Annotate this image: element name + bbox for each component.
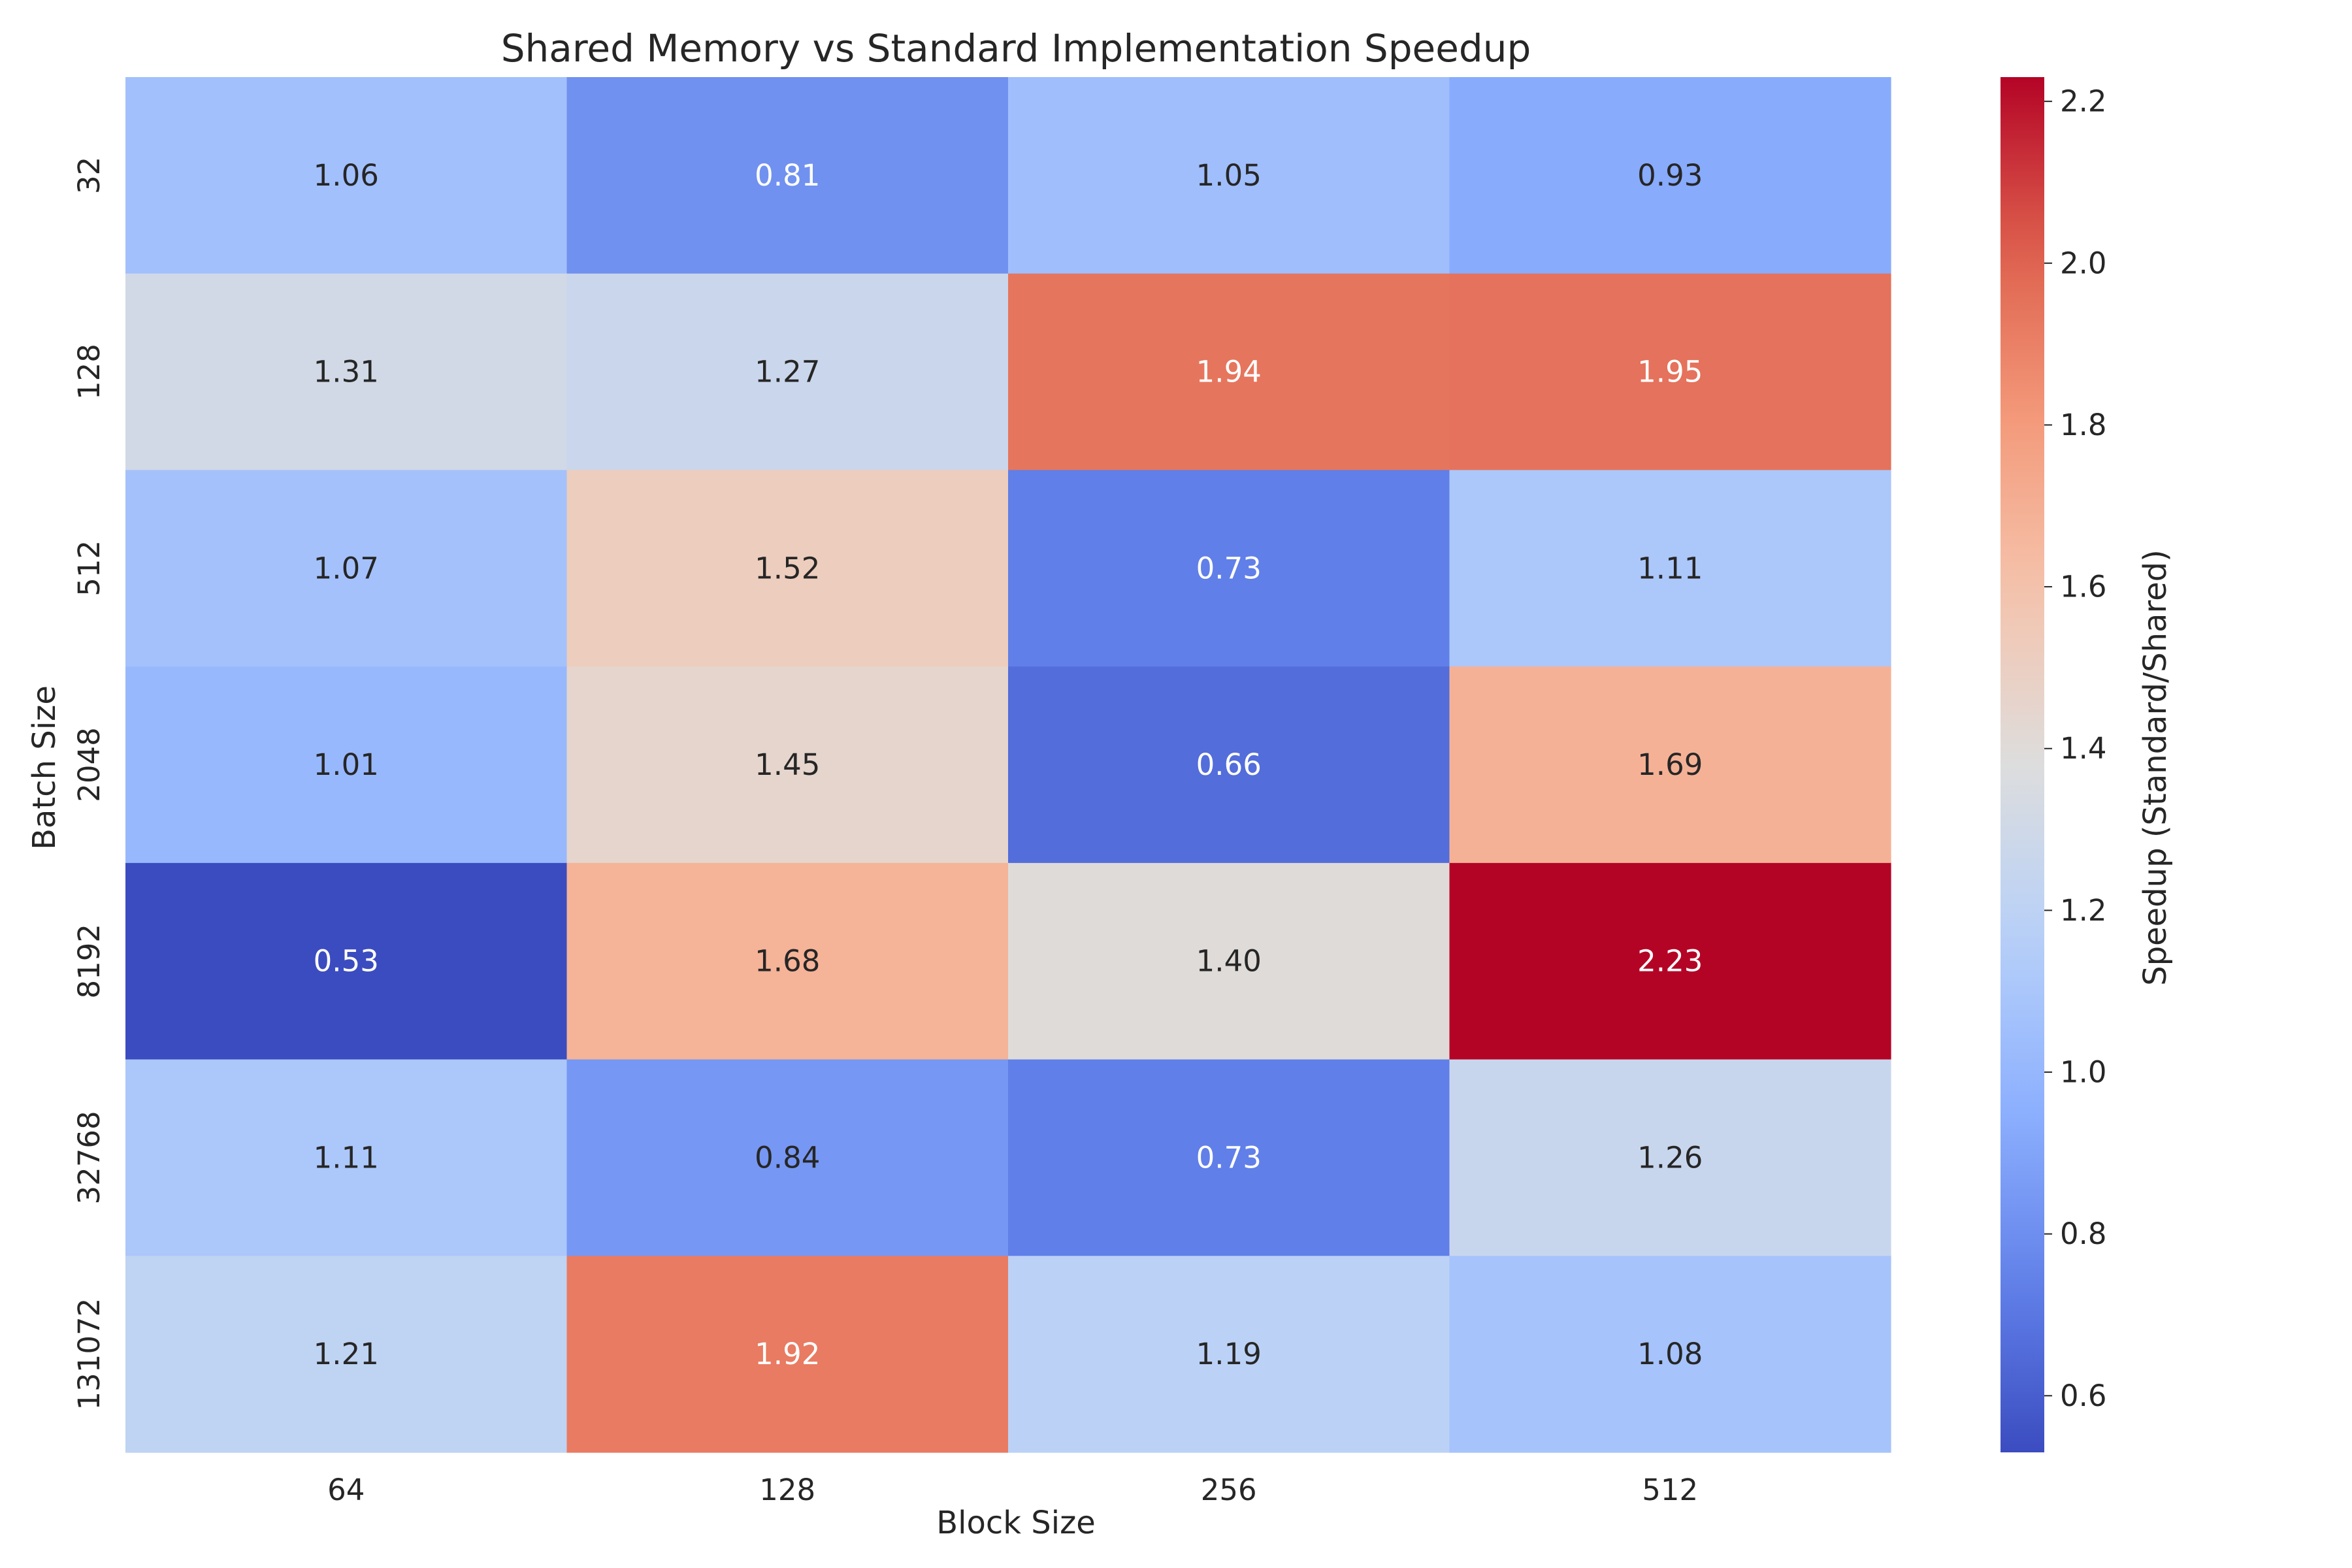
cell-value-label: 1.06 — [314, 158, 379, 193]
x-tick-label: 128 — [759, 1473, 815, 1507]
heatmap-cell — [125, 862, 568, 1060]
y-tick-label: 8192 — [72, 924, 106, 999]
cell-value-label: 1.31 — [314, 355, 379, 389]
y-tick-label: 131072 — [72, 1298, 106, 1411]
heatmap-cell — [1008, 666, 1450, 864]
cell-value-label: 1.19 — [1196, 1337, 1262, 1371]
cell-value-label: 1.52 — [755, 551, 820, 585]
colorbar-tick-label: 1.0 — [2060, 1055, 2107, 1090]
x-axis-label: Block Size — [936, 1505, 1096, 1541]
heatmap-cell — [125, 666, 568, 864]
cell-value-label: 1.40 — [1196, 944, 1262, 979]
x-axis-ticks: 64 128 256 512 — [327, 1473, 1698, 1507]
y-tick-label: 32768 — [72, 1111, 106, 1204]
cell-value-label: 1.21 — [314, 1337, 379, 1371]
cell-value-label: 0.66 — [1196, 747, 1262, 782]
y-tick-label: 2048 — [72, 727, 106, 802]
heatmap-cell — [566, 273, 1009, 471]
cell-value-label: 2.23 — [1637, 944, 1703, 979]
heatmap-cell — [125, 1059, 568, 1256]
cell-value-label: 1.07 — [314, 551, 379, 585]
heatmap-cell — [125, 77, 568, 274]
heatmap-cell — [566, 1256, 1009, 1453]
x-tick-label: 256 — [1201, 1473, 1257, 1507]
colorbar-tick-label: 1.4 — [2060, 731, 2107, 766]
heatmap-cells: 1.06 0.81 1.05 0.93 1.31 1.27 1.94 1.95 1.07 1.52… — [125, 77, 1891, 1453]
heatmap-cell — [1008, 470, 1450, 667]
heatmap-cell — [1449, 1059, 1891, 1256]
colorbar-tick-label: 1.2 — [2060, 893, 2107, 928]
cell-value-label: 1.01 — [314, 747, 379, 782]
cell-value-label: 1.92 — [755, 1337, 820, 1371]
cell-value-label: 1.08 — [1637, 1337, 1703, 1371]
cell-value-label: 1.05 — [1196, 158, 1262, 193]
heatmap-cell — [1449, 273, 1891, 471]
heatmap-cell — [566, 470, 1009, 667]
cell-value-label: 0.73 — [1196, 551, 1262, 585]
cell-value-label: 1.27 — [755, 355, 820, 389]
colorbar-tick-label: 2.0 — [2060, 246, 2107, 280]
heatmap-cell — [1008, 1256, 1450, 1453]
y-tick-label: 512 — [72, 540, 106, 596]
heatmap-cell — [566, 666, 1009, 864]
cell-value-label: 1.26 — [1637, 1140, 1703, 1175]
cell-value-label: 0.93 — [1637, 158, 1703, 193]
cell-value-label: 0.53 — [314, 944, 379, 979]
cell-value-label: 1.95 — [1637, 355, 1703, 389]
cell-value-label: 1.94 — [1196, 355, 1262, 389]
chart-title: Shared Memory vs Standard Implementation… — [501, 26, 1531, 71]
colorbar-tick-label: 0.6 — [2060, 1379, 2107, 1413]
heatmap-cell — [566, 862, 1009, 1060]
cell-value-label: 0.84 — [755, 1140, 820, 1175]
cell-value-label: 1.45 — [755, 747, 820, 782]
cell-value-label: 1.11 — [1637, 551, 1703, 585]
colorbar-gradient — [2001, 77, 2044, 1452]
heatmap-cell — [1449, 862, 1891, 1060]
heatmap-cell — [1008, 273, 1450, 471]
cell-value-label: 1.11 — [314, 1140, 379, 1175]
colorbar: 0.6 0.8 1.0 1.2 1.4 1.6 1.8 2.0 2.2 — [2001, 77, 2107, 1452]
heatmap-cell — [1449, 470, 1891, 667]
x-tick-label: 64 — [327, 1473, 365, 1507]
heatmap-cell — [1449, 666, 1891, 864]
heatmap-cell — [125, 470, 568, 667]
cell-value-label: 0.73 — [1196, 1140, 1262, 1175]
colorbar-tick-label: 1.6 — [2060, 570, 2107, 604]
y-axis-label: Batch Size — [26, 685, 63, 850]
cell-value-label: 1.68 — [755, 944, 820, 979]
heatmap-cell — [125, 1256, 568, 1453]
cell-value-label: 1.69 — [1637, 747, 1703, 782]
heatmap-cell — [1008, 862, 1450, 1060]
heatmap-cell — [566, 77, 1009, 274]
y-axis-ticks: 32 128 512 2048 8192 32768 131072 — [72, 157, 106, 1411]
heatmap-cell — [1008, 1059, 1450, 1256]
colorbar-tick-label: 1.8 — [2060, 408, 2107, 442]
colorbar-tick-label: 2.2 — [2060, 84, 2107, 119]
heatmap-cell — [1449, 1256, 1891, 1453]
cell-value-label: 0.81 — [755, 158, 820, 193]
colorbar-tick-label: 0.8 — [2060, 1217, 2107, 1251]
heatmap-cell — [566, 1059, 1009, 1256]
heatmap-cell — [125, 273, 568, 471]
heatmap-cell — [1449, 77, 1891, 274]
y-tick-label: 32 — [72, 157, 106, 194]
colorbar-label: Speedup (Standard/Shared) — [2137, 549, 2174, 986]
x-tick-label: 512 — [1642, 1473, 1698, 1507]
y-tick-label: 128 — [72, 344, 106, 400]
heatmap-cell — [1008, 77, 1450, 274]
